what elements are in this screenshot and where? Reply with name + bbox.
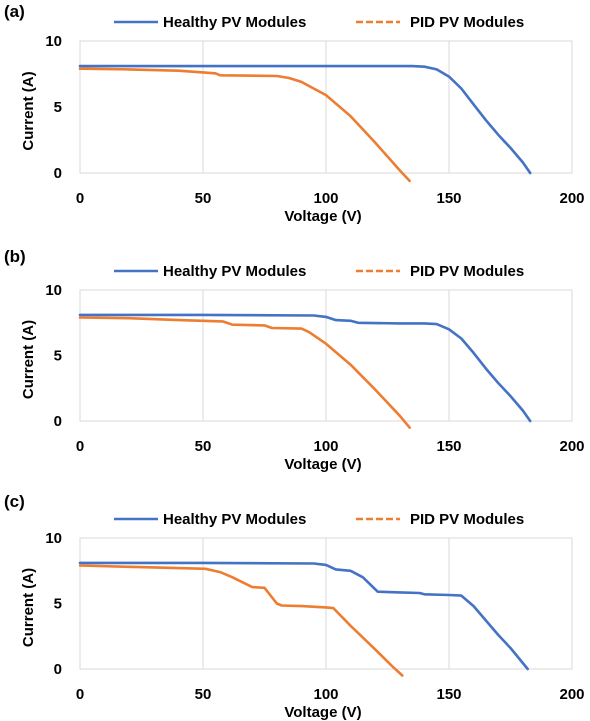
panel-label: (c) xyxy=(4,492,25,511)
x-tick-label: 100 xyxy=(313,438,338,455)
series-line-pid xyxy=(78,564,404,677)
y-tick-label: 0 xyxy=(54,165,62,182)
y-tick-label: 10 xyxy=(45,530,62,547)
panel-label: (a) xyxy=(4,2,25,21)
y-tick-label: 0 xyxy=(54,413,62,430)
x-axis-title: Voltage (V) xyxy=(284,208,361,225)
y-axis-title: Current (A) xyxy=(20,568,37,647)
x-tick-label: 0 xyxy=(76,686,84,703)
x-tick-label: 50 xyxy=(195,686,212,703)
series-line-healthy xyxy=(78,64,532,175)
legend-label: Healthy PV Modules xyxy=(163,511,306,528)
x-tick-label: 200 xyxy=(559,686,584,703)
series-line-healthy xyxy=(78,561,529,671)
legend-label: PID PV Modules xyxy=(410,511,524,528)
y-tick-label: 0 xyxy=(54,661,62,678)
x-tick-label: 200 xyxy=(559,438,584,455)
series-line-pid xyxy=(78,316,411,429)
x-axis-title: Voltage (V) xyxy=(284,704,361,721)
legend-label: PID PV Modules xyxy=(410,263,524,280)
x-tick-label: 150 xyxy=(436,686,461,703)
x-axis-title: Voltage (V) xyxy=(284,456,361,473)
y-tick-label: 10 xyxy=(45,33,62,50)
x-tick-label: 0 xyxy=(76,438,84,455)
y-tick-label: 10 xyxy=(45,282,62,299)
x-tick-label: 150 xyxy=(436,438,461,455)
x-tick-label: 100 xyxy=(313,190,338,207)
legend-label: Healthy PV Modules xyxy=(163,263,306,280)
y-tick-label: 5 xyxy=(54,348,62,365)
chart-panel-b: (b) 0 50 100 150 200 0 5 10 Voltage (V) Current (A… xyxy=(4,247,585,473)
chart-panel-c: (c) 0 50 100 150 200 0 5 10 Voltage (V) Current (A… xyxy=(4,492,585,721)
panel-label: (b) xyxy=(4,247,26,266)
legend-label: Healthy PV Modules xyxy=(163,14,306,31)
legend-label: PID PV Modules xyxy=(410,14,524,31)
x-tick-label: 50 xyxy=(195,190,212,207)
y-axis-title: Current (A) xyxy=(20,320,37,399)
y-tick-label: 5 xyxy=(54,596,62,613)
x-tick-label: 0 xyxy=(76,190,84,207)
y-axis-title: Current (A) xyxy=(20,71,37,150)
x-tick-label: 100 xyxy=(313,686,338,703)
y-tick-label: 5 xyxy=(54,99,62,116)
x-tick-label: 150 xyxy=(436,190,461,207)
x-tick-label: 50 xyxy=(195,438,212,455)
x-tick-label: 200 xyxy=(559,190,584,207)
series-line-healthy xyxy=(78,313,532,423)
chart-panel-a: (a) 0 50 100 150 200 0 5 10 Voltage (V) Current (A… xyxy=(4,2,585,225)
series-line-pid xyxy=(78,67,411,183)
